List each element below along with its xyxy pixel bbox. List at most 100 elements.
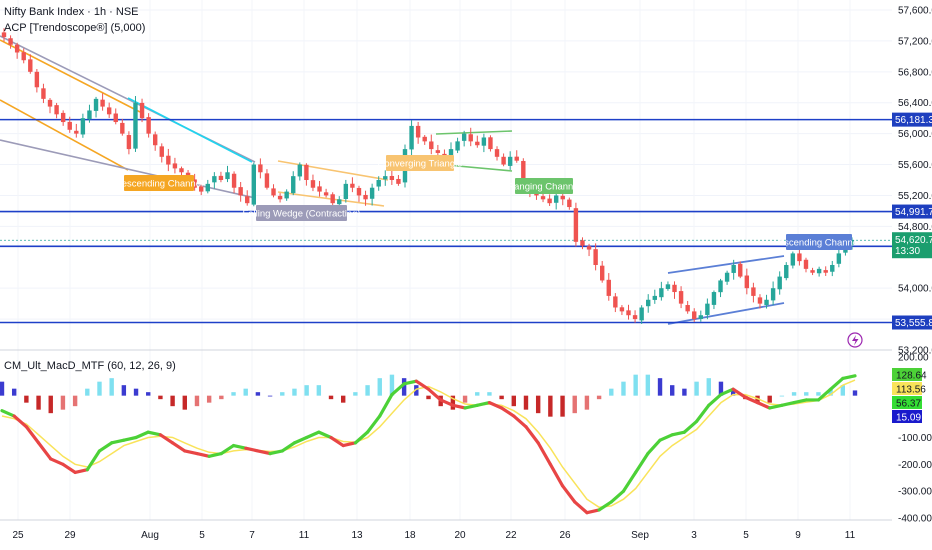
time-tick-label: 9 xyxy=(795,530,801,541)
candle-body xyxy=(580,240,585,246)
macd-line-segment xyxy=(292,435,309,445)
pattern-tag-label: Ranging Channel xyxy=(507,182,580,193)
macd-histogram-bar xyxy=(146,392,151,396)
macd-line-segment xyxy=(110,438,126,445)
candle-body xyxy=(718,280,723,293)
macd-line-segment xyxy=(816,387,833,402)
macd-tick-label: -200.00 xyxy=(898,460,932,471)
time-tick-label: 5 xyxy=(743,530,749,541)
macd-histogram-bar xyxy=(767,395,772,403)
time-tick-label: Sep xyxy=(631,530,649,541)
price-tick-label: 56,400.00 xyxy=(898,98,932,109)
macd-line-segment xyxy=(268,449,284,456)
time-tick-label: 22 xyxy=(505,530,517,541)
candle-body xyxy=(600,265,605,281)
candle-body xyxy=(251,164,256,205)
candle-body xyxy=(106,107,112,115)
candle-body xyxy=(521,160,526,188)
candle-body xyxy=(567,199,572,208)
macd-histogram-bar xyxy=(609,388,614,396)
macd-line-segment xyxy=(524,425,540,445)
candle-body xyxy=(540,196,546,200)
macd-histogram-bar xyxy=(499,395,504,400)
candle-body xyxy=(14,44,20,53)
candle-body xyxy=(120,122,125,134)
time-axis[interactable]: 25 29 Aug 5 7 11 13 18 20 22 26 Sep 3 5 9 11 xyxy=(12,530,855,541)
chart-title: Nifty Bank Index · 1h · NSE xyxy=(4,6,139,18)
indicator-legend[interactable]: ACP [Trendoscope®] (5,000) xyxy=(4,22,146,34)
macd-histogram-bar xyxy=(852,390,858,396)
macd-histogram-bar xyxy=(231,392,236,396)
macd-readout-tag xyxy=(892,410,922,423)
candle-body xyxy=(738,263,743,277)
candle-body xyxy=(731,265,736,273)
candle-body xyxy=(777,276,782,290)
macd-histogram-bar xyxy=(487,392,492,396)
macd-line-segment xyxy=(61,462,77,474)
macd-histogram-bar xyxy=(48,395,53,414)
candle-body xyxy=(218,175,224,180)
price-tick-label: 54,000.00 xyxy=(898,284,932,295)
candle-body xyxy=(80,118,86,135)
candle-body xyxy=(619,307,625,312)
candle-body xyxy=(356,187,362,196)
macd-histogram-bar xyxy=(304,385,309,396)
macd-tick-label: -100.00 xyxy=(898,433,932,444)
macd-histogram-bar xyxy=(657,378,663,396)
macd-line-segment xyxy=(500,406,516,418)
macd-line-segment xyxy=(97,441,114,453)
candle-body xyxy=(225,172,230,180)
pattern-tag-label: Descending Channel xyxy=(115,179,203,190)
candle-body xyxy=(797,253,802,262)
candle-body xyxy=(586,246,592,250)
time-tick-label: 3 xyxy=(691,530,697,541)
macd-readout-label: 128.64 xyxy=(896,371,927,382)
pattern-tags: Descending Channel Falling Wedge (Contrac… xyxy=(115,155,860,250)
price-axis[interactable]: 57,600.00 57,200.00 56,800.00 56,400.00 56,0… xyxy=(892,6,932,525)
macd-histogram-bar xyxy=(194,395,200,407)
candle-body xyxy=(350,183,355,188)
macd-histogram-bar xyxy=(365,385,370,396)
candle-body xyxy=(678,291,684,304)
candle-body xyxy=(1,32,7,38)
macd-histogram-bar xyxy=(584,395,590,410)
macd-histogram-bar xyxy=(280,392,285,396)
candle-body xyxy=(429,141,434,150)
price-tick-label: 56,800.00 xyxy=(898,67,932,78)
macd-histogram-bar xyxy=(426,395,431,400)
candle-body xyxy=(455,141,460,151)
candle-body xyxy=(323,192,329,196)
candle-body xyxy=(47,99,53,107)
macd-histogram-bar xyxy=(267,395,273,397)
candle-body xyxy=(34,71,40,88)
candle-body xyxy=(724,272,730,282)
macd-line-segment xyxy=(463,403,479,410)
candle-body xyxy=(764,299,769,305)
ascending-channel-upper xyxy=(667,255,785,274)
macd-histogram-bar xyxy=(535,395,541,414)
macd-legend[interactable]: CM_Ult_MacD_MTF (60, 12, 26, 9) xyxy=(4,360,176,372)
macd-histogram-bar xyxy=(316,385,322,396)
candle-body xyxy=(836,253,842,264)
alert-icon[interactable] xyxy=(847,332,863,348)
macd-line-segment xyxy=(49,457,65,466)
macd-histogram-bar xyxy=(779,395,785,397)
candle-body xyxy=(665,284,671,289)
trend-line-cyan xyxy=(127,97,253,163)
macd-histogram-bar xyxy=(219,395,224,400)
converging-triangle-upper xyxy=(277,160,389,181)
macd-histogram-bar xyxy=(24,395,29,403)
candle-body xyxy=(573,208,579,242)
macd-line-segment xyxy=(231,443,248,450)
macd-line-segment xyxy=(85,449,102,472)
macd-histogram-bar xyxy=(72,395,78,407)
macd-histogram-bar xyxy=(840,385,846,396)
macd-line-segment xyxy=(743,395,760,405)
macd-line-segment xyxy=(256,449,272,456)
macd-line-segment xyxy=(402,379,418,386)
macd-histogram-bar xyxy=(158,395,163,400)
candle-body xyxy=(159,146,164,157)
candle-body xyxy=(363,194,368,200)
candle-body xyxy=(264,173,270,188)
